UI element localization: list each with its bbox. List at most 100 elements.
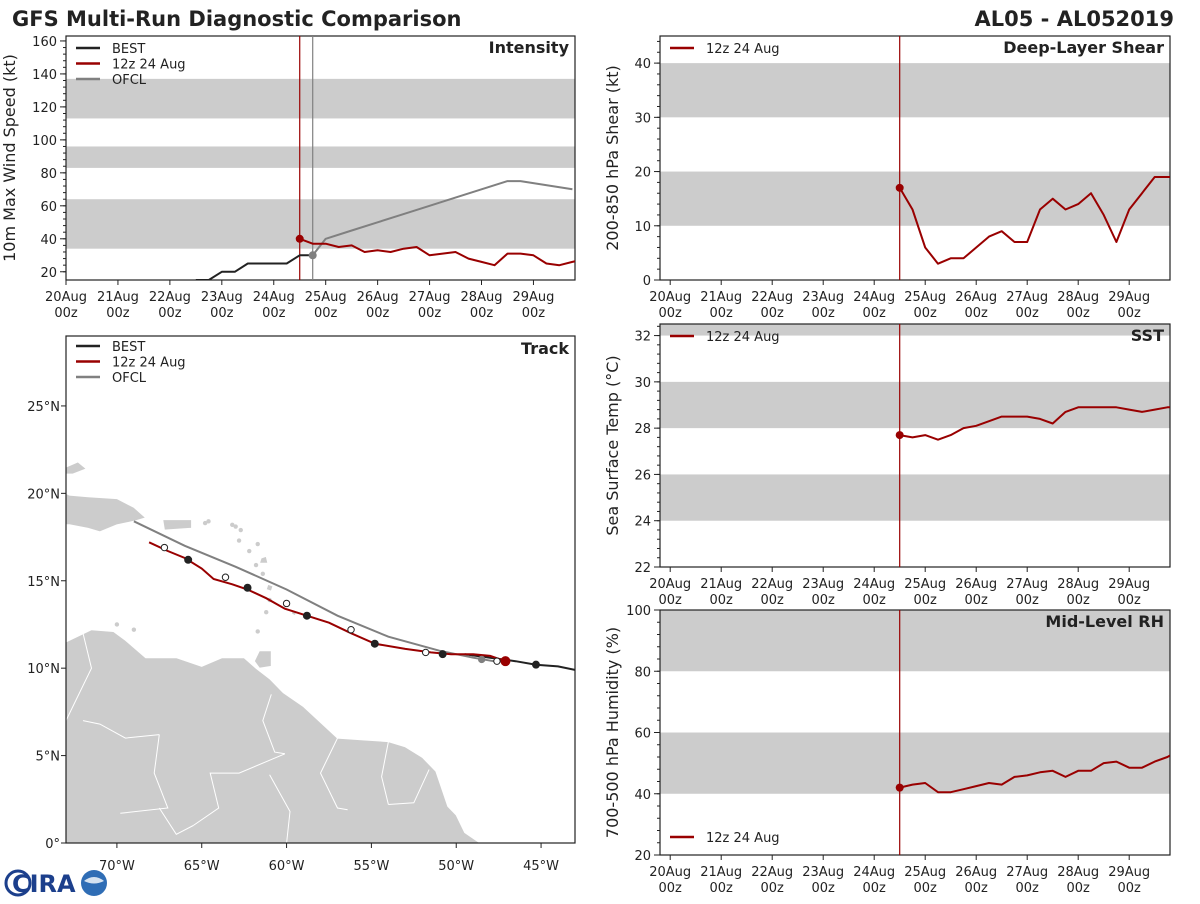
track-position-marker: [302, 611, 311, 620]
track-position-marker: [438, 650, 447, 659]
sst-x-tick-hour: 00z: [761, 593, 785, 608]
rh-y-tick-label: 60: [634, 727, 651, 742]
small-island: [236, 538, 242, 543]
intensity-title: Intensity: [489, 38, 570, 57]
intensity-x-tick-hour: 00z: [262, 306, 286, 321]
intensity-x-tick-date: 27Aug: [409, 290, 451, 305]
land-polygon: [253, 650, 272, 669]
rh-y-tick-label: 80: [634, 665, 651, 680]
shear-y-tick-label: 20: [634, 166, 651, 181]
shear-x-tick-date: 27Aug: [1006, 290, 1048, 305]
sst-x-tick-date: 20Aug: [649, 577, 691, 592]
land-polygon: [258, 555, 269, 564]
rh-x-tick-hour: 00z: [914, 881, 938, 896]
shear-x-tick-hour: 00z: [863, 306, 887, 321]
land-polygon: [66, 461, 88, 475]
sst-x-tick-hour: 00z: [1067, 593, 1091, 608]
intensity-legend-label: BEST: [112, 42, 145, 57]
small-island: [247, 548, 252, 554]
intensity-y-tick-label: 80: [40, 167, 57, 182]
track-y-tick-label: 0°: [45, 837, 60, 852]
track-y-tick-label: 5°N: [36, 750, 61, 765]
intensity-x-tick-date: 29Aug: [512, 290, 554, 305]
rh-x-tick-date: 21Aug: [700, 865, 742, 880]
sst-y-tick-label: 22: [634, 561, 651, 576]
rh-x-tick-date: 23Aug: [802, 865, 844, 880]
small-island: [233, 524, 238, 529]
sst-x-tick-date: 28Aug: [1057, 577, 1099, 592]
track-x-tick-label: 60°W: [269, 859, 305, 874]
track-line-12z-24-aug: [148, 541, 506, 663]
logo-ring-icon: [4, 869, 32, 897]
small-island: [114, 622, 120, 627]
track-line-ofcl: [133, 520, 494, 663]
legend-label: BEST: [112, 340, 145, 355]
rh-x-tick-date: 22Aug: [751, 865, 793, 880]
sst-x-tick-hour: 00z: [965, 593, 989, 608]
shear-x-tick-hour: 00z: [965, 306, 989, 321]
rh-x-tick-date: 27Aug: [1006, 865, 1048, 880]
sst-x-tick-date: 24Aug: [853, 577, 895, 592]
intensity-x-tick-hour: 00z: [210, 306, 234, 321]
intensity-y-tick-label: 20: [40, 266, 57, 281]
intensity-panel: 20Aug00z21Aug00z22Aug00z23Aug00z24Aug00z…: [0, 35, 576, 321]
sst-x-tick-hour: 00z: [710, 593, 734, 608]
storm-id: AL05 - AL052019: [975, 7, 1175, 31]
track-position-marker: [477, 655, 486, 664]
intensity-x-tick-date: 24Aug: [253, 290, 295, 305]
sst-y-tick-label: 32: [634, 330, 651, 345]
sst-y-axis-label: Sea Surface Temp (°C): [603, 355, 622, 535]
rh-series: [895, 610, 1170, 855]
intensity-x-tick-date: 23Aug: [201, 290, 243, 305]
intensity-x-tick-hour: 00z: [470, 306, 494, 321]
logo-text: CIRA: [12, 870, 76, 898]
sst-series: [895, 324, 1170, 567]
rh-x-tick-date: 20Aug: [649, 865, 691, 880]
shear-y-axis-label: 200-850 hPa Shear (kt): [603, 65, 622, 251]
rh-x-tick-hour: 00z: [1016, 881, 1040, 896]
track-position-marker: [282, 599, 291, 608]
shear-x-tick-date: 20Aug: [649, 290, 691, 305]
rh-x-tick-hour: 00z: [1118, 881, 1142, 896]
shear-legend-label: 12z 24 Aug: [706, 42, 780, 57]
sst-x-tick-hour: 00z: [914, 593, 938, 608]
shear-start-marker: [895, 183, 904, 192]
shear-x-tick-hour: 00z: [1067, 306, 1091, 321]
land-polygon: [66, 492, 147, 533]
intensity-x-tick-date: 22Aug: [149, 290, 191, 305]
sst-band: [660, 324, 1170, 336]
track-frame: [65, 335, 576, 844]
rh-x-tick-hour: 00z: [659, 881, 683, 896]
sst-panel: 20Aug00z21Aug00z22Aug00z23Aug00z24Aug00z…: [603, 323, 1171, 608]
rh-x-tick-hour: 00z: [965, 881, 989, 896]
intensity-start-marker: [295, 234, 304, 243]
country-border: [269, 774, 291, 843]
shear-x-tick-date: 26Aug: [955, 290, 997, 305]
sst-y-tick-label: 26: [634, 468, 651, 483]
sst-y-tick-label: 30: [634, 376, 651, 391]
track-x-tick-label: 55°W: [353, 859, 389, 874]
rh-band: [660, 610, 1170, 672]
track-position-marker: [493, 657, 501, 665]
track-position-marker: [421, 648, 430, 657]
rh-x-tick-hour: 00z: [710, 881, 734, 896]
track-position-marker: [184, 555, 193, 564]
small-island: [238, 527, 243, 533]
intensity-x-tick-hour: 00z: [522, 306, 546, 321]
sst-y-tick-label: 28: [634, 422, 651, 437]
intensity-y-tick-label: 120: [32, 101, 57, 116]
intensity-x-tick-hour: 00z: [314, 306, 338, 321]
shear-x-tick-hour: 00z: [761, 306, 785, 321]
shear-y-tick-label: 0: [643, 274, 651, 289]
sst-frame: [659, 323, 1171, 568]
land-polygon: [162, 519, 193, 531]
rh-legend-label: 12z 24 Aug: [706, 831, 780, 846]
shear-line-12z-24-aug: [898, 176, 1170, 265]
track-position-marker: [243, 583, 252, 592]
country-border: [120, 734, 169, 814]
track-x-tick-label: 45°W: [523, 859, 559, 874]
sst-x-tick-date: 25Aug: [904, 577, 946, 592]
logo-swirl-icon: [84, 877, 104, 884]
track-position-marker: [221, 573, 230, 581]
